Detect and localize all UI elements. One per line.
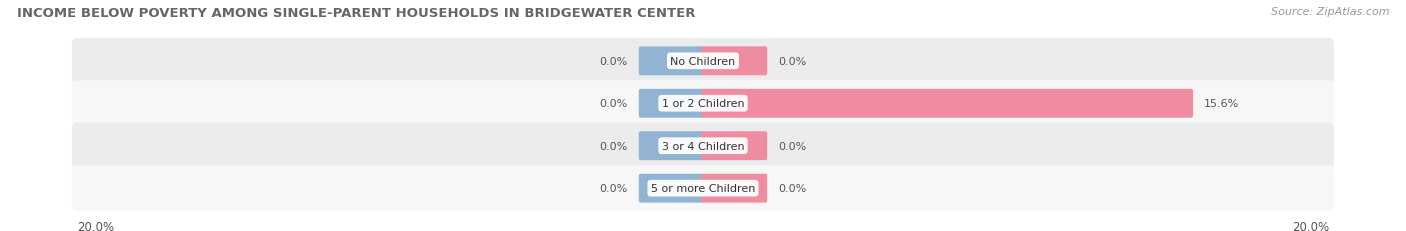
Text: 0.0%: 0.0%	[778, 57, 807, 67]
FancyBboxPatch shape	[72, 123, 1334, 169]
FancyBboxPatch shape	[702, 47, 768, 76]
FancyBboxPatch shape	[702, 174, 768, 203]
Text: 1 or 2 Children: 1 or 2 Children	[662, 99, 744, 109]
FancyBboxPatch shape	[72, 81, 1334, 127]
FancyBboxPatch shape	[638, 132, 704, 161]
Text: 20.0%: 20.0%	[1292, 220, 1329, 231]
Text: 0.0%: 0.0%	[778, 183, 807, 193]
Text: 0.0%: 0.0%	[599, 141, 628, 151]
FancyBboxPatch shape	[638, 174, 704, 203]
FancyBboxPatch shape	[638, 47, 704, 76]
Text: 0.0%: 0.0%	[599, 99, 628, 109]
FancyBboxPatch shape	[72, 166, 1334, 211]
Text: Source: ZipAtlas.com: Source: ZipAtlas.com	[1271, 7, 1389, 17]
Text: No Children: No Children	[671, 57, 735, 67]
Text: 5 or more Children: 5 or more Children	[651, 183, 755, 193]
FancyBboxPatch shape	[638, 89, 704, 118]
FancyBboxPatch shape	[702, 89, 1194, 118]
Text: 20.0%: 20.0%	[77, 220, 114, 231]
FancyBboxPatch shape	[702, 132, 768, 161]
Text: 0.0%: 0.0%	[778, 141, 807, 151]
Text: INCOME BELOW POVERTY AMONG SINGLE-PARENT HOUSEHOLDS IN BRIDGEWATER CENTER: INCOME BELOW POVERTY AMONG SINGLE-PARENT…	[17, 7, 696, 20]
Text: 3 or 4 Children: 3 or 4 Children	[662, 141, 744, 151]
Text: 15.6%: 15.6%	[1204, 99, 1239, 109]
Text: 0.0%: 0.0%	[599, 57, 628, 67]
FancyBboxPatch shape	[72, 39, 1334, 84]
Text: 0.0%: 0.0%	[599, 183, 628, 193]
